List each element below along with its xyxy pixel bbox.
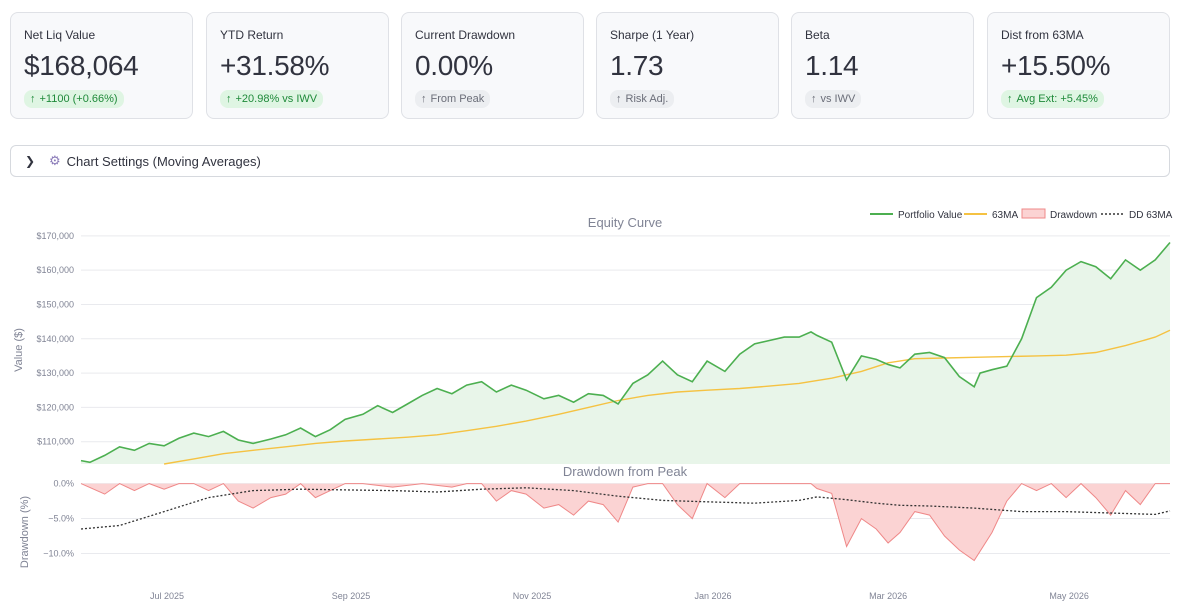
metric-value: +31.58% bbox=[220, 50, 330, 81]
metric-card-sharpe: Sharpe (1 Year) 1.73 ↑ Risk Adj. bbox=[596, 12, 779, 119]
x-tick-label: May 2026 bbox=[1049, 591, 1089, 601]
x-tick-labels: Jul 2025 Sep 2025 Nov 2025 Jan 2026 Mar 2026… bbox=[150, 591, 1089, 601]
metric-delta-text: +20.98% vs IWV bbox=[235, 93, 318, 105]
metric-delta: ↑ From Peak bbox=[415, 90, 491, 108]
metric-value: 1.14 bbox=[805, 50, 859, 81]
x-tick-label: Jul 2025 bbox=[150, 591, 184, 601]
legend-item-dd-63ma[interactable]: DD 63MA bbox=[1101, 210, 1173, 221]
metric-card-current-drawdown: Current Drawdown 0.00% ↑ From Peak bbox=[401, 12, 584, 119]
drawdown-y-axis-label: Drawdown (%) bbox=[19, 496, 31, 568]
chevron-right-icon: ❯ bbox=[25, 154, 36, 168]
legend-label: DD 63MA bbox=[1129, 210, 1173, 221]
gear-icon: ⚙ bbox=[49, 153, 61, 168]
legend-item-portfolio[interactable]: Portfolio Value bbox=[870, 210, 963, 221]
metric-label: Current Drawdown bbox=[415, 28, 516, 42]
y-tick-label: $160,000 bbox=[36, 265, 74, 275]
y-tick-label: $130,000 bbox=[36, 368, 74, 378]
metric-label: Sharpe (1 Year) bbox=[610, 28, 695, 42]
x-tick-label: Sep 2025 bbox=[332, 591, 371, 601]
legend-label: Drawdown bbox=[1050, 210, 1097, 221]
y-tick-label: −5.0% bbox=[48, 514, 74, 524]
expander-label: Chart Settings (Moving Averages) bbox=[66, 153, 261, 169]
metric-label: YTD Return bbox=[220, 28, 284, 42]
portfolio-value-line bbox=[80, 241, 1171, 464]
metric-delta-text: Avg Ext: +5.45% bbox=[1016, 93, 1098, 105]
metric-delta: ↑ Avg Ext: +5.45% bbox=[1001, 90, 1104, 108]
metric-label: Net Liq Value bbox=[24, 28, 96, 42]
metric-delta-text: Risk Adj. bbox=[625, 93, 669, 105]
y-tick-label: $170,000 bbox=[36, 231, 74, 241]
metric-delta: ↑ +1100 (+0.66%) bbox=[24, 90, 124, 108]
metric-delta: ↑ vs IWV bbox=[805, 90, 862, 108]
arrow-up-icon: ↑ bbox=[811, 93, 817, 105]
equity-drawdown-chart[interactable]: $110,000 $120,000 $130,000 $140,000 $150,000… bbox=[0, 192, 1199, 604]
x-tick-label: Mar 2026 bbox=[869, 591, 907, 601]
legend-item-63ma[interactable]: 63MA bbox=[964, 210, 1018, 221]
drawdown-area bbox=[81, 483, 1170, 561]
arrow-up-icon: ↑ bbox=[226, 93, 232, 105]
y-tick-label: $140,000 bbox=[36, 334, 74, 344]
metric-card-beta: Beta 1.14 ↑ vs IWV bbox=[791, 12, 974, 119]
drawdown-line bbox=[80, 482, 1170, 562]
y-tick-label: −10.0% bbox=[43, 549, 74, 559]
drawdown-y-tick-labels: 0.0% −5.0% −10.0% bbox=[43, 479, 74, 559]
metric-delta-text: From Peak bbox=[430, 93, 485, 105]
dd-ma63-line bbox=[80, 487, 1171, 530]
y-tick-label: $120,000 bbox=[36, 402, 74, 412]
legend-label: 63MA bbox=[992, 210, 1018, 221]
metric-label: Dist from 63MA bbox=[1001, 28, 1084, 42]
x-tick-label: Jan 2026 bbox=[695, 591, 732, 601]
metric-card-dist-63ma: Dist from 63MA +15.50% ↑ Avg Ext: +5.45% bbox=[987, 12, 1170, 119]
metric-delta: ↑ Risk Adj. bbox=[610, 90, 675, 108]
y-tick-label: $150,000 bbox=[36, 299, 74, 309]
ma63-line bbox=[163, 329, 1171, 465]
arrow-up-icon: ↑ bbox=[1007, 93, 1013, 105]
portfolio-value-area bbox=[81, 242, 1170, 464]
y-tick-label: $110,000 bbox=[37, 437, 74, 447]
equity-chart-title: Equity Curve bbox=[588, 215, 662, 230]
metric-value: 0.00% bbox=[415, 50, 493, 81]
metric-card-net-liq: Net Liq Value $168,064 ↑ +1100 (+0.66%) bbox=[10, 12, 193, 119]
metrics-row: Net Liq Value $168,064 ↑ +1100 (+0.66%) Y… bbox=[10, 12, 1170, 120]
legend-item-drawdown[interactable]: Drawdown bbox=[1021, 208, 1097, 221]
chart-settings-expander[interactable]: ❯ ⚙ Chart Settings (Moving Averages) bbox=[10, 145, 1170, 177]
equity-y-tick-labels: $110,000 $120,000 $130,000 $140,000 $150,000… bbox=[36, 231, 74, 447]
legend-label: Portfolio Value bbox=[898, 210, 963, 221]
metric-label: Beta bbox=[805, 28, 830, 42]
equity-y-axis-label: Value ($) bbox=[13, 328, 25, 372]
metric-delta-text: vs IWV bbox=[820, 93, 856, 105]
chart-legend[interactable]: Portfolio Value 63MA Drawdown DD 63MA bbox=[870, 208, 1173, 221]
metric-value: 1.73 bbox=[610, 50, 664, 81]
metric-delta-text: +1100 (+0.66%) bbox=[39, 93, 118, 105]
x-tick-label: Nov 2025 bbox=[513, 591, 552, 601]
metric-value: +15.50% bbox=[1001, 50, 1111, 81]
metric-delta: ↑ +20.98% vs IWV bbox=[220, 90, 324, 108]
y-tick-label: 0.0% bbox=[53, 479, 74, 489]
arrow-up-icon: ↑ bbox=[30, 93, 36, 105]
equity-gridlines bbox=[81, 235, 1170, 443]
arrow-up-icon: ↑ bbox=[421, 93, 427, 105]
drawdown-chart-title: Drawdown from Peak bbox=[563, 464, 688, 479]
metric-value: $168,064 bbox=[24, 50, 139, 81]
metric-card-ytd-return: YTD Return +31.58% ↑ +20.98% vs IWV bbox=[206, 12, 389, 119]
arrow-up-icon: ↑ bbox=[616, 93, 622, 105]
